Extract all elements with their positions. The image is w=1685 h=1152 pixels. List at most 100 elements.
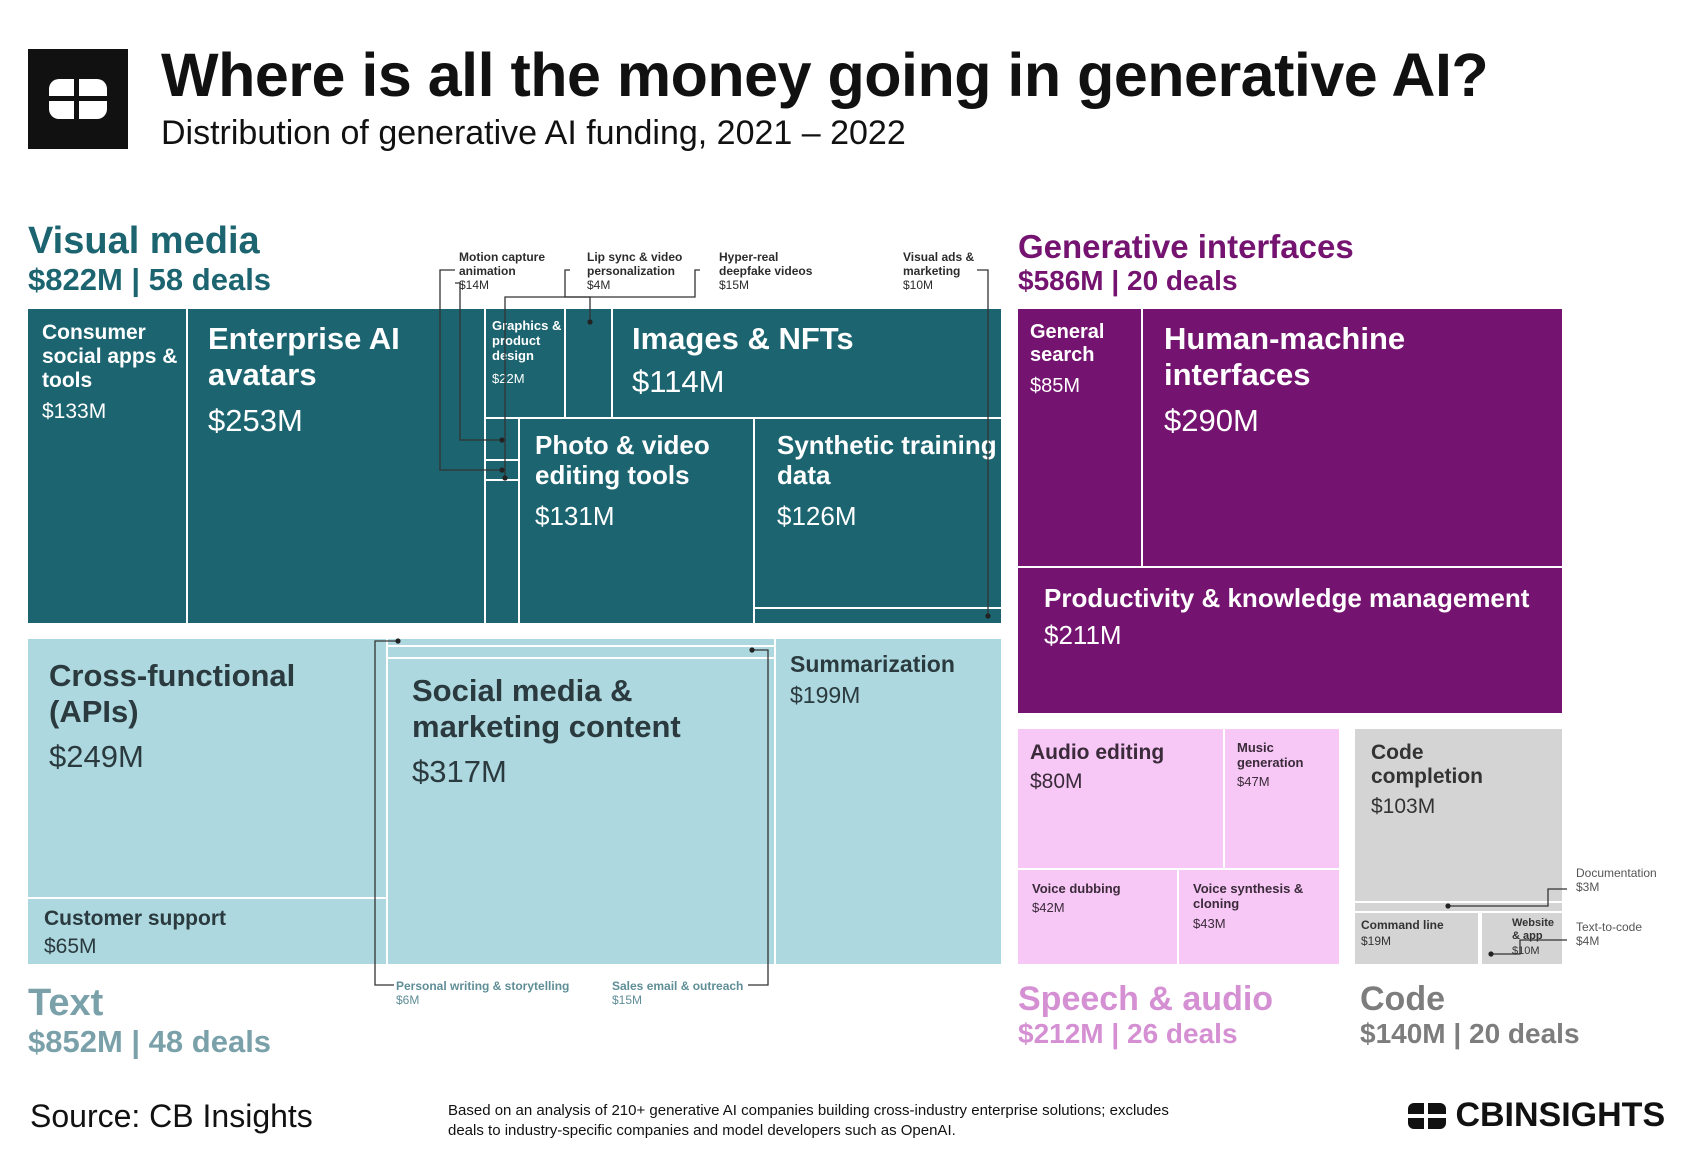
annotation-documentation: Documentation $3M [1576, 866, 1657, 895]
tile-label: Graphics & product design [492, 318, 562, 363]
tile-value: $317M [412, 754, 507, 789]
leader-motion-capture-inner [455, 282, 502, 441]
tile-lip-sync [566, 309, 611, 417]
tile-audio-editing: Audio editing $80M [1018, 729, 1223, 868]
methodology-note: Based on an analysis of 210+ generative … [448, 1102, 1169, 1139]
tile-cross-functional-apis: Cross-functional (APIs) $249M [28, 639, 386, 897]
cb-logo-icon [28, 49, 128, 149]
tile-label: Enterprise AI avatars [208, 321, 400, 392]
chart-subtitle: Distribution of generative AI funding, 2… [161, 114, 906, 152]
annotation-label: Text-to-code [1576, 920, 1643, 934]
tile-label: Photo & video editing tools [535, 430, 710, 490]
tile-consumer-social-apps: Consumer social apps & tools $133M [28, 309, 186, 623]
tile-synthetic-training-data: Synthetic training data $126M [755, 419, 1001, 607]
tile-value: $133M [42, 400, 107, 423]
tile-label: Consumer social apps & tools [42, 321, 178, 393]
annotation-label: Sales email & outreach [612, 979, 744, 993]
group-name-generative-interfaces: Generative interfaces [1018, 228, 1354, 265]
group-name-code: Code [1360, 980, 1445, 1018]
tile-graphics-product-design: Graphics & product design $22M [486, 309, 564, 417]
tile-social-media-marketing: Social media & marketing content $317M [388, 659, 774, 964]
tile-personal-writing [388, 639, 774, 645]
group-summary-text: $852M | 48 deals [28, 1024, 272, 1059]
annotation-motion-capture: Motion capture animation $14M [459, 250, 554, 292]
group-summary-speech-audio: $212M | 26 deals [1018, 1018, 1238, 1049]
brand-text: CBINSIGHTS [1455, 1096, 1666, 1134]
group-name-text: Text [28, 982, 104, 1024]
annotation-label: Motion capture animation [459, 250, 545, 278]
tile-documentation [1355, 903, 1562, 911]
tile-label: Voice dubbing [1032, 881, 1121, 896]
group-summary-visual-media: $822M | 58 deals [28, 262, 272, 297]
annotation-value: $4M [587, 277, 611, 292]
cb-insights-brand: CBINSIGHTS [1408, 1096, 1665, 1135]
annotation-value: $4M [1576, 933, 1600, 948]
tile-voice-dubbing: Voice dubbing $42M [1018, 870, 1177, 964]
group-summary-code: $140M | 20 deals [1360, 1018, 1580, 1049]
tile-sales-email [388, 647, 774, 657]
annotation-text-to-code: Text-to-code $4M [1576, 920, 1643, 949]
leader-deepfake [504, 269, 700, 478]
tile-code-completion: Code completion $103M [1355, 729, 1562, 901]
tile-label: Synthetic training data [777, 430, 997, 490]
tile-value: $126M [777, 501, 857, 531]
tile-label: Summarization [790, 651, 955, 677]
source-label: Source: CB Insights [30, 1098, 313, 1134]
tile-productivity-knowledge: Productivity & knowledge management $211… [1018, 568, 1562, 713]
tile-value: $47M [1237, 774, 1270, 789]
tile-label: Cross-functional (APIs) [49, 658, 296, 729]
annotation-label: Personal writing & storytelling [396, 979, 570, 993]
leader-text-to-code [1491, 939, 1567, 955]
tile-label: Images & NFTs [632, 321, 854, 356]
annotation-value: $10M [903, 277, 934, 292]
tile-label: Audio editing [1030, 741, 1165, 764]
tile-label: Customer support [44, 907, 227, 930]
tile-value: $114M [632, 364, 725, 399]
tile-value: $249M [49, 739, 144, 774]
annotation-deepfake: Hyper-real deepfake videos $15M [719, 250, 819, 292]
annotation-label: Visual ads & marketing [903, 250, 975, 278]
tile-general-search: General search $85M [1018, 309, 1141, 566]
tile-text-to-code [1480, 913, 1482, 964]
tile-value: $19M [1361, 934, 1392, 948]
tile-label: Music generation [1237, 740, 1304, 770]
tile-visual-ads-marketing [755, 609, 1001, 623]
group-name-speech-audio: Speech & audio [1018, 980, 1274, 1018]
tile-value: $43M [1193, 916, 1226, 931]
tile-website-app: Website & app $10M [1480, 913, 1562, 964]
group-summary-generative-interfaces: $586M | 20 deals [1018, 265, 1238, 296]
annotation-value: $14M [459, 277, 490, 292]
annotation-value: $15M [612, 992, 643, 1007]
annotation-value: $15M [719, 277, 750, 292]
tile-value: $199M [790, 682, 861, 708]
leader-motion-capture [439, 269, 502, 471]
tile-enterprise-ai-avatars: Enterprise AI avatars $253M [188, 309, 484, 623]
tile-summarization: Summarization $199M [776, 639, 1001, 964]
group-name-visual-media: Visual media [28, 220, 260, 262]
tile-photo-video-editing: Photo & video editing tools $131M [520, 419, 753, 623]
tile-music-generation: Music generation $47M [1225, 729, 1339, 868]
tile-label: Command line [1361, 918, 1444, 932]
tile-label: Voice synthesis & cloning [1193, 881, 1304, 911]
tile-label: General search [1030, 321, 1105, 366]
tile-label: Social media & marketing content [412, 673, 681, 744]
tile-value: $85M [1030, 375, 1081, 397]
tile-label: Productivity & knowledge management [1044, 583, 1530, 613]
tile-value: $131M [535, 501, 615, 531]
tile-value: $42M [1032, 900, 1065, 915]
chart-title: Where is all the money going in generati… [161, 41, 1489, 109]
tile-value: $253M [208, 403, 303, 438]
annotation-label: Hyper-real deepfake videos [719, 250, 813, 278]
leader-personal-writing [374, 640, 398, 986]
annotation-personal-writing: Personal writing & storytelling $6M [396, 979, 570, 1008]
tile-images-nfts: Images & NFTs $114M [613, 309, 1001, 417]
tile-value: $211M [1044, 620, 1122, 650]
tile-human-machine-interfaces: Human-machine interfaces $290M [1143, 309, 1562, 566]
annotation-lip-sync: Lip sync & video personalization $4M [587, 250, 687, 292]
annotation-label: Documentation [1576, 866, 1657, 880]
annotation-value: $3M [1576, 879, 1600, 894]
tile-value: $80M [1030, 770, 1083, 793]
tile-label: Website & app [1512, 917, 1554, 942]
leader-visual-ads [977, 269, 989, 616]
